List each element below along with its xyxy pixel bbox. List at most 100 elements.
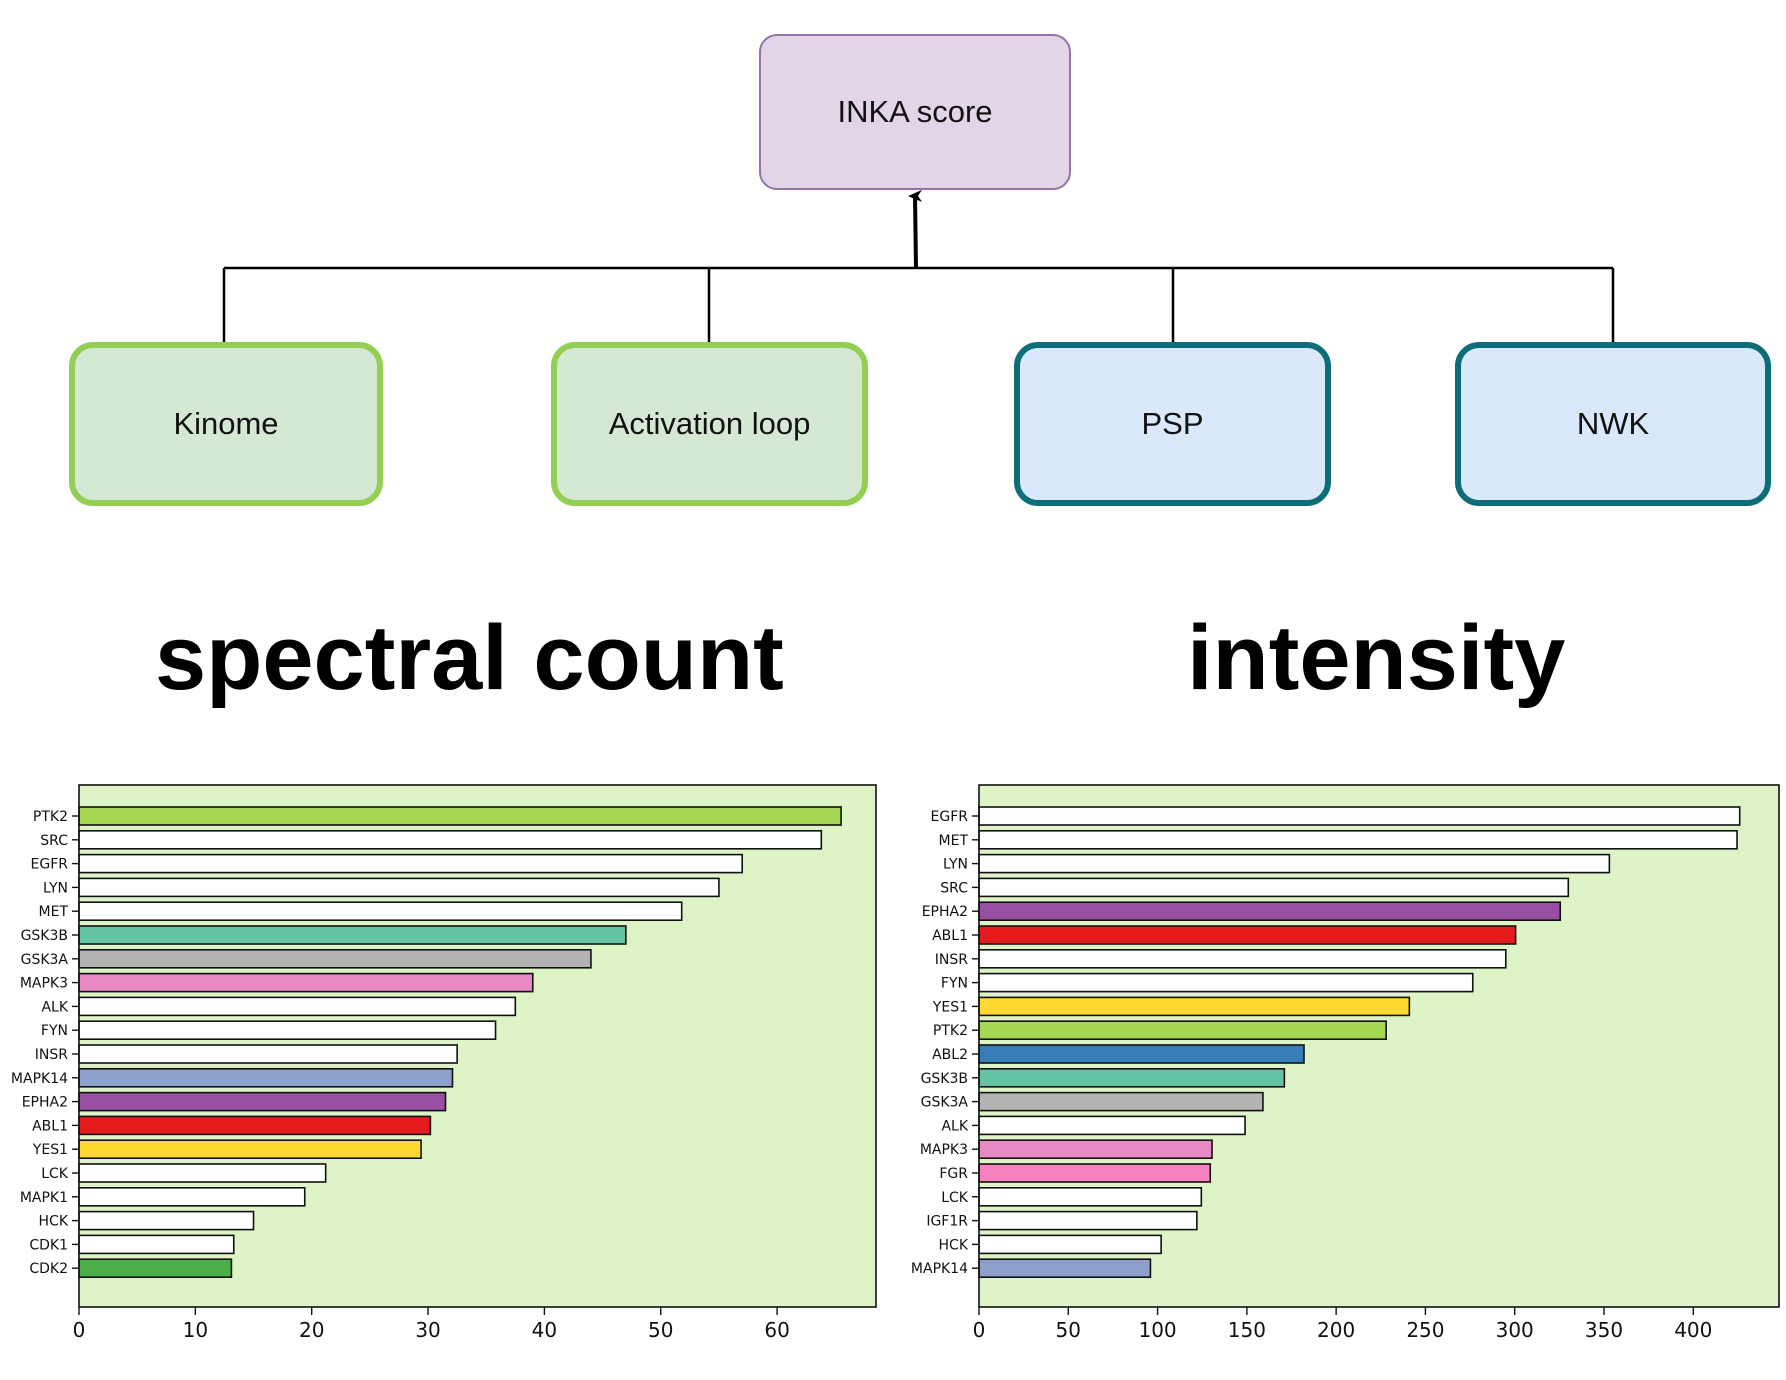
x-tick-label: 40 (532, 1318, 557, 1342)
y-tick-label-src: SRC (40, 833, 68, 849)
bar-mapk3 (978, 1139, 1213, 1160)
bar-mapk1 (78, 1186, 306, 1207)
y-tick-label-ptk2: PTK2 (33, 809, 68, 825)
bar-gsk3b (78, 925, 627, 945)
bar-lyn (78, 877, 720, 898)
bar-gsk3b (978, 1067, 1286, 1088)
bar-met (978, 829, 1738, 850)
diagram-connectors (222, 189, 1615, 342)
y-tick-label-yes1: YES1 (32, 1142, 68, 1158)
bar-insr (978, 949, 1507, 969)
y-tick-label-cdk2: CDK2 (29, 1261, 68, 1277)
y-tick-label-met: MET (39, 904, 69, 920)
y-tick-label-ptk2: PTK2 (933, 1023, 968, 1039)
bar-gsk3a (978, 1091, 1264, 1112)
plot-frame (78, 784, 877, 1308)
bar-epha2 (978, 901, 1562, 921)
y-tick-label-mapk1: MAPK1 (20, 1190, 68, 1206)
x-tick-label: 300 (1496, 1318, 1534, 1342)
bar-abl2 (978, 1044, 1305, 1064)
bar-yes1 (78, 1139, 422, 1160)
y-tick-label-epha2: EPHA2 (22, 1095, 68, 1111)
y-tick-label-src: SRC (940, 880, 968, 896)
x-tick-label: 350 (1585, 1318, 1623, 1342)
y-tick-label-gsk3a: GSK3A (921, 1095, 969, 1111)
bar-epha2 (78, 1091, 447, 1112)
y-tick-label-epha2: EPHA2 (922, 904, 968, 920)
x-tick-label: 400 (1674, 1318, 1712, 1342)
y-tick-label-fyn: FYN (941, 976, 968, 992)
bar-ptk2 (978, 1020, 1387, 1040)
x-tick-label: 0 (973, 1318, 986, 1342)
inka-diagram: INKA score Kinome Activation loop PSP NW… (0, 0, 1786, 560)
title-intensity: intensity (1187, 607, 1566, 709)
bar-ptk2 (78, 806, 842, 826)
bar-fyn (978, 972, 1474, 993)
bar-fyn (78, 1020, 497, 1040)
x-tick-label: 100 (1138, 1318, 1176, 1342)
bar-cdk1 (78, 1234, 235, 1255)
y-tick-label-lyn: LYN (943, 857, 968, 873)
bar-lck (78, 1163, 327, 1183)
bar-hck (978, 1234, 1162, 1255)
bar-hck (78, 1210, 255, 1231)
bar-src (978, 877, 1570, 898)
x-tick-label: 30 (415, 1318, 440, 1342)
x-tick-label: 50 (648, 1318, 673, 1342)
y-tick-label-fgr: FGR (939, 1166, 968, 1182)
y-tick-label-abl1: ABL1 (932, 928, 968, 944)
bar-insr (78, 1044, 458, 1064)
bar-lyn (978, 853, 1611, 874)
y-tick-label-igf1r: IGF1R (926, 1214, 968, 1230)
y-tick-label-gsk3b: GSK3B (921, 1071, 968, 1087)
y-tick-label-hck: HCK (939, 1237, 969, 1253)
bar-mapk14 (78, 1067, 454, 1088)
x-tick-label: 10 (183, 1318, 208, 1342)
bar-mapk3 (78, 972, 534, 993)
bar-abl1 (78, 1115, 432, 1136)
bar-mapk14 (978, 1258, 1152, 1279)
spectral-count-bar-chart: PTK2 SRC EGFR LYN MET GSK3B GSK3A MAPK3 ALK FYN IN… (11, 784, 877, 1342)
bar-abl1 (978, 925, 1517, 945)
y-tick-label-gsk3b: GSK3B (21, 928, 68, 944)
y-tick-label-mapk14: MAPK14 (911, 1261, 968, 1277)
bar-yes1 (978, 996, 1411, 1017)
y-tick-label-abl1: ABL1 (32, 1118, 68, 1134)
bar-alk (78, 996, 517, 1017)
node-nwk-label: NWK (1576, 406, 1650, 441)
y-tick-label-yes1: YES1 (932, 999, 968, 1015)
x-tick-label: 50 (1056, 1318, 1081, 1342)
bar-lck (978, 1186, 1203, 1207)
node-inka-score: INKA score (759, 34, 1071, 190)
y-tick-label-egfr: EGFR (31, 857, 69, 873)
bar-egfr (978, 806, 1741, 826)
intensity-bar-chart: EGFR MET LYN SRC EPHA2 ABL1 INSR FYN YES1 PTK2 ABL… (911, 784, 1780, 1342)
bar-gsk3a (78, 949, 592, 969)
node-kinome: Kinome (69, 342, 383, 506)
bar-egfr (78, 853, 743, 874)
y-tick-label-alk: ALK (41, 999, 68, 1015)
y-tick-label-gsk3a: GSK3A (21, 952, 69, 968)
node-activation-loop-label: Activation loop (608, 406, 811, 441)
x-tick-label: 20 (299, 1318, 324, 1342)
y-tick-label-mapk14: MAPK14 (11, 1071, 68, 1087)
bar-igf1r (978, 1210, 1198, 1231)
x-tick-label: 200 (1317, 1318, 1355, 1342)
bar-alk (978, 1115, 1246, 1136)
node-activation-loop: Activation loop (551, 342, 868, 506)
bar-fgr (978, 1163, 1212, 1183)
y-tick-label-insr: INSR (35, 1047, 68, 1063)
bar-src (78, 829, 823, 850)
y-tick-label-met: MET (939, 833, 969, 849)
bar-cdk2 (78, 1258, 233, 1279)
node-psp-label: PSP (1141, 406, 1204, 441)
y-tick-label-mapk3: MAPK3 (20, 976, 68, 992)
y-tick-label-fyn: FYN (41, 1023, 68, 1039)
node-psp: PSP (1014, 342, 1331, 506)
title-spectral-count: spectral count (155, 607, 784, 709)
y-tick-label-hck: HCK (39, 1214, 69, 1230)
x-tick-label: 150 (1228, 1318, 1266, 1342)
x-tick-label: 250 (1406, 1318, 1444, 1342)
y-tick-label-lck: LCK (941, 1190, 969, 1206)
y-tick-label-lck: LCK (41, 1166, 69, 1182)
